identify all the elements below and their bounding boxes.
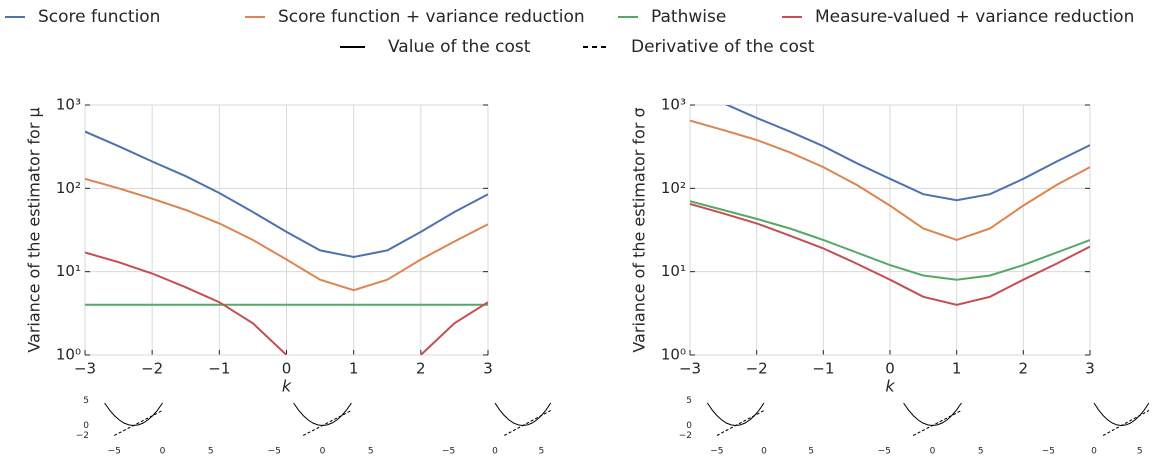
series-line: [724, 105, 1090, 202]
inset-line: [706, 402, 765, 427]
inset-y-tick-label: 5: [83, 396, 89, 406]
inset-line: [716, 410, 765, 436]
x-tick-label: −2: [141, 360, 163, 378]
inset-x-tick-label: 0: [1091, 447, 1097, 456]
x-tick-label: −1: [208, 360, 230, 378]
inset-y-tick-label: −2: [679, 431, 692, 441]
x-tick-label: 0: [885, 360, 895, 378]
series-line: [85, 177, 488, 292]
inset-x-tick-label: 5: [368, 447, 374, 456]
inset-line: [104, 402, 163, 427]
inset-x-tick-label: −5: [442, 447, 455, 456]
y-tick-label: 10¹: [56, 262, 81, 280]
inset-line: [912, 410, 962, 436]
inset-line: [494, 402, 552, 427]
inset-line: [903, 402, 962, 427]
x-tick-label: 2: [416, 360, 426, 378]
inset-line: [302, 410, 352, 436]
inset-x-tick-label: −5: [710, 447, 723, 456]
inset-x-tick-label: 0: [160, 447, 166, 456]
series-line: [690, 200, 1090, 281]
x-tick-label: 2: [1019, 360, 1029, 378]
x-tick-label: 3: [483, 360, 493, 378]
inset-x-tick-label: 0: [761, 447, 767, 456]
y-tick-label: 10⁰: [56, 346, 81, 364]
x-tick-label: −1: [812, 360, 834, 378]
inset-x-tick-label: −5: [1042, 447, 1055, 456]
inset-x-tick-label: 5: [208, 447, 214, 456]
legend-label: Value of the cost: [388, 37, 531, 57]
series-line: [690, 119, 1090, 242]
inset-x-tick-label: −5: [878, 447, 891, 456]
inset-y-tick-label: 0: [686, 421, 692, 431]
inset-x-tick-label: −5: [268, 447, 281, 456]
inset-line: [1093, 402, 1150, 427]
inset-x-tick-label: 0: [320, 447, 326, 456]
series-line: [85, 251, 488, 355]
series-line: [85, 130, 488, 259]
inset-x-tick-label: −5: [108, 447, 121, 456]
inset-x-tick-label: 5: [539, 447, 545, 456]
y-tick-label: 10²: [661, 179, 686, 197]
x-tick-label: −3: [679, 360, 701, 378]
legend-label: Score function + variance reduction: [278, 7, 585, 27]
inset-x-tick-label: 5: [808, 447, 814, 456]
x-axis-label: k: [885, 377, 895, 396]
x-tick-label: 1: [952, 360, 962, 378]
x-tick-label: 3: [1085, 360, 1095, 378]
inset-y-tick-label: 5: [686, 396, 692, 406]
legend-label: Derivative of the cost: [631, 37, 815, 57]
inset-y-tick-label: 0: [83, 421, 89, 431]
inset-line: [293, 402, 352, 427]
y-tick-label: 10⁰: [661, 346, 686, 364]
y-axis-label: Variance of the estimator for σ: [630, 107, 649, 352]
inset-x-tick-label: 0: [492, 447, 498, 456]
legend-label: Measure-valued + variance reduction: [815, 7, 1134, 27]
inset-y-tick-label: −2: [76, 431, 89, 441]
y-tick-label: 10³: [661, 96, 686, 114]
inset-x-tick-label: 0: [930, 447, 936, 456]
y-tick-label: 10³: [56, 96, 81, 114]
x-tick-label: −3: [74, 360, 96, 378]
inset-x-tick-label: 5: [978, 447, 984, 456]
legend-label: Pathwise: [651, 7, 726, 27]
y-tick-label: 10¹: [661, 262, 686, 280]
inset-x-tick-label: 5: [1137, 447, 1143, 456]
y-tick-label: 10²: [56, 179, 81, 197]
inset-line: [504, 410, 551, 436]
y-axis-label: Variance of the estimator for μ: [25, 107, 44, 352]
inset-line: [114, 410, 163, 436]
x-tick-label: −2: [746, 360, 768, 378]
legend-label: Score function: [38, 7, 160, 27]
x-tick-label: 1: [349, 360, 359, 378]
x-tick-label: 0: [282, 360, 292, 378]
series-line: [690, 202, 1090, 306]
inset-line: [1102, 410, 1150, 436]
x-axis-label: k: [282, 377, 292, 396]
